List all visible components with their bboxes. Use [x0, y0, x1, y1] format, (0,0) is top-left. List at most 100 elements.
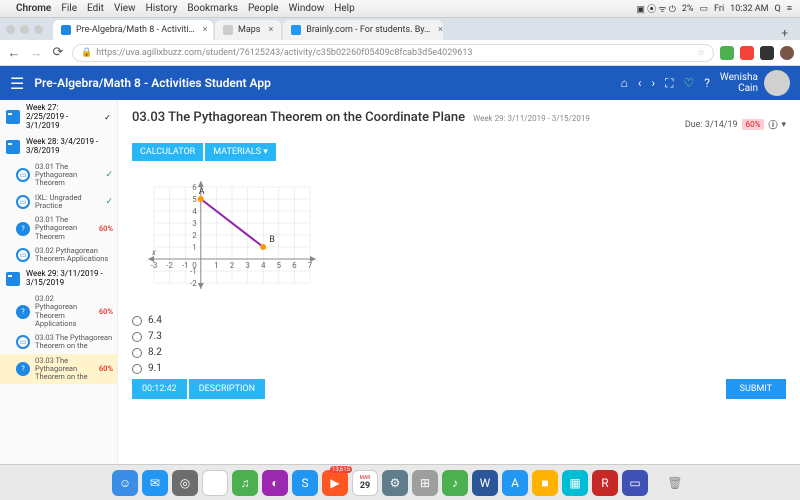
sidebar-week[interactable]: Week 29: 3/11/2019 - 3/15/2019: [0, 266, 117, 292]
menu-help[interactable]: Help: [334, 3, 354, 14]
menu-people[interactable]: People: [248, 3, 279, 14]
window-controls[interactable]: [6, 25, 43, 34]
sidebar-week[interactable]: Week 28: 3/4/2019 - 3/8/2019: [0, 134, 117, 160]
activity-label: 03.02 Pythagorean Theorem Applications: [35, 247, 113, 264]
answer-option[interactable]: 7.3: [132, 331, 786, 342]
menu-window[interactable]: Window: [289, 3, 325, 14]
dock-item[interactable]: W: [472, 470, 498, 496]
ext-icon-2[interactable]: [740, 46, 754, 60]
close-tab-icon[interactable]: ×: [203, 25, 208, 35]
folder-icon: [6, 110, 20, 124]
dock-item[interactable]: A: [502, 470, 528, 496]
answer-option[interactable]: 6.4: [132, 315, 786, 326]
score-badge: 60%: [99, 364, 113, 373]
favicon-icon: [61, 25, 71, 35]
reload-button[interactable]: ⟳: [50, 45, 66, 60]
dock-item[interactable]: [202, 470, 228, 496]
menu-bookmarks[interactable]: Bookmarks: [187, 3, 238, 14]
ext-icon-1[interactable]: [720, 46, 734, 60]
sidebar-activity[interactable]: ?03.03 The Pythagorean Theorem on the60%: [0, 354, 117, 385]
dock-item[interactable]: ☺: [112, 470, 138, 496]
fullscreen-icon[interactable]: ⛶: [665, 76, 673, 91]
menu-edit[interactable]: Edit: [87, 3, 104, 14]
heart-icon[interactable]: ♡: [683, 76, 694, 90]
dock-item[interactable]: ✉: [142, 470, 168, 496]
due-score-badge: 60%: [742, 119, 765, 130]
dock-item[interactable]: ♪: [442, 470, 468, 496]
menu-history[interactable]: History: [146, 3, 178, 14]
sidebar-activity[interactable]: ▭03.03 The Pythagorean Theorem on the: [0, 331, 117, 354]
info-icon[interactable]: ⓘ: [768, 118, 777, 131]
answer-option[interactable]: 9.1: [132, 363, 786, 374]
sidebar-activity[interactable]: ?03.01 The Pythagorean Theorem60%: [0, 213, 117, 244]
next-icon[interactable]: ›: [651, 76, 655, 90]
materials-button[interactable]: MATERIALS ▾: [205, 143, 276, 161]
sidebar-activity[interactable]: ▭03.01 The Pythagorean Theorem✓: [0, 160, 117, 191]
tab-label: Pre-Algebra/Math 8 - Activiti…: [76, 25, 195, 35]
star-icon[interactable]: ☆: [697, 48, 705, 58]
sidebar-activity[interactable]: ?03.02 Pythagorean Theorem Applications6…: [0, 292, 117, 331]
answer-text: 7.3: [148, 331, 162, 342]
dock-item[interactable]: MAR29: [352, 470, 378, 496]
hamburger-icon[interactable]: ☰: [10, 74, 24, 93]
spotlight-icon[interactable]: Q: [775, 4, 781, 14]
address-bar[interactable]: 🔒 https://uva.agilixbuzz.com/student/761…: [72, 44, 714, 62]
sidebar-activity[interactable]: ▭03.02 Pythagorean Theorem Applications: [0, 244, 117, 267]
dock-item[interactable]: ▭: [622, 470, 648, 496]
user-menu[interactable]: Wenisha Cain: [720, 70, 790, 96]
svg-text:5: 5: [277, 261, 282, 270]
dock-item[interactable]: ⊞: [412, 470, 438, 496]
svg-text:-1: -1: [182, 261, 189, 270]
sidebar-week[interactable]: Week 27: 2/25/2019 - 3/1/2019✓: [0, 100, 117, 134]
dock-item[interactable]: S: [292, 470, 318, 496]
timer-button[interactable]: 00:12:42: [132, 379, 187, 399]
menu-extra-icon[interactable]: ≡: [787, 3, 792, 14]
browser-tab[interactable]: Brainly.com - For students. By… ×: [283, 20, 443, 40]
dock-item[interactable]: ▦: [562, 470, 588, 496]
svg-text:1: 1: [192, 243, 197, 252]
app-header: ☰ Pre-Algebra/Math 8 - Activities Studen…: [0, 66, 800, 100]
tab-label: Brainly.com - For students. By…: [306, 25, 430, 35]
ext-icon-3[interactable]: [760, 46, 774, 60]
sidebar-activity[interactable]: ▭IXL: Ungraded Practice✓: [0, 191, 117, 214]
dock-item[interactable]: ⚙: [382, 470, 408, 496]
new-tab-button[interactable]: +: [775, 26, 794, 40]
dock-item[interactable]: ♫: [232, 470, 258, 496]
home-icon[interactable]: ⌂: [621, 76, 628, 90]
profile-icon[interactable]: [780, 46, 794, 60]
clock-day: Fri: [714, 4, 724, 14]
dock-item[interactable]: R: [592, 470, 618, 496]
answer-text: 8.2: [148, 347, 162, 358]
dock-item[interactable]: ■: [532, 470, 558, 496]
submit-button[interactable]: SUBMIT: [726, 379, 786, 399]
dock-trash[interactable]: 🗑: [662, 470, 688, 496]
prev-icon[interactable]: ‹: [638, 76, 642, 90]
dock-item[interactable]: ▶13,615: [322, 470, 348, 496]
close-tab-icon[interactable]: ×: [438, 25, 443, 35]
answer-radio[interactable]: [132, 316, 142, 326]
close-tab-icon[interactable]: ×: [268, 25, 273, 35]
answer-option[interactable]: 8.2: [132, 347, 786, 358]
answer-radio[interactable]: [132, 332, 142, 342]
due-info: Due: 3/14/19 60% ⓘ ▾: [685, 118, 786, 131]
menu-file[interactable]: File: [61, 3, 77, 14]
dock-item[interactable]: ◐: [262, 470, 288, 496]
check-icon: ✓: [105, 170, 113, 180]
forward-button[interactable]: →: [28, 45, 44, 61]
description-button[interactable]: DESCRIPTION: [189, 379, 265, 399]
sidebar: Week 27: 2/25/2019 - 3/1/2019✓Week 28: 3…: [0, 100, 118, 464]
app-title: Pre-Algebra/Math 8 - Activities Student …: [34, 76, 271, 90]
calculator-button[interactable]: CALCULATOR: [132, 143, 203, 161]
svg-text:B: B: [269, 235, 275, 245]
browser-tab[interactable]: Maps×: [215, 20, 281, 40]
folder-icon: [6, 140, 20, 154]
back-button[interactable]: ←: [6, 45, 22, 61]
browser-tab[interactable]: Pre-Algebra/Math 8 - Activiti… ×: [53, 20, 213, 40]
help-icon[interactable]: ?: [704, 76, 710, 90]
more-icon[interactable]: ▾: [781, 120, 786, 130]
menu-app[interactable]: Chrome: [16, 3, 51, 14]
answer-radio[interactable]: [132, 364, 142, 374]
dock-item[interactable]: ◎: [172, 470, 198, 496]
menu-view[interactable]: View: [114, 3, 136, 14]
answer-radio[interactable]: [132, 348, 142, 358]
